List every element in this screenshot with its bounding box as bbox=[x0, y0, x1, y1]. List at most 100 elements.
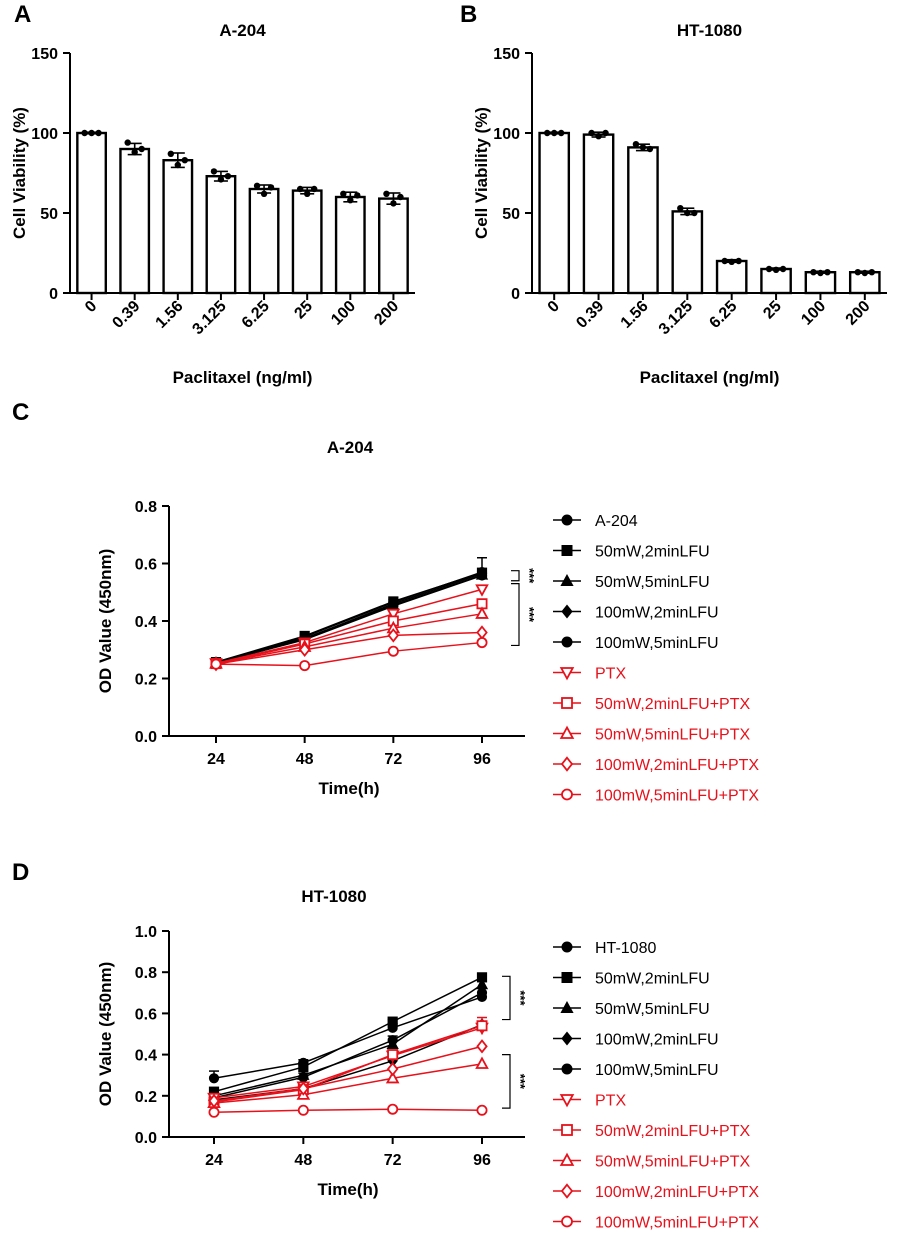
x-tick-label: 0 bbox=[82, 298, 100, 316]
y-axis-label: Cell Viability (%) bbox=[10, 107, 29, 239]
replicate-point bbox=[253, 182, 261, 189]
series bbox=[210, 637, 488, 672]
y-axis-label: Cell Viability (%) bbox=[472, 107, 491, 239]
legend-label: 50mW,5minLFU+PTX bbox=[595, 1154, 750, 1171]
series-line bbox=[213, 1027, 483, 1099]
bar bbox=[291, 189, 323, 295]
series-line bbox=[215, 641, 483, 667]
y-tick-label: 50 bbox=[40, 206, 58, 223]
bar-chart-a: A-204 0 50 100 150 Cell Viability (%) 0 0.39 1.5… bbox=[10, 21, 415, 387]
replicate-point bbox=[824, 269, 831, 276]
bar bbox=[119, 147, 151, 295]
y-tick-label: 0.8 bbox=[135, 499, 157, 516]
replicate-point bbox=[174, 161, 182, 169]
legend-marker bbox=[561, 545, 573, 556]
legend-marker bbox=[560, 1000, 574, 1013]
legend-label: 50mW,5minLFU+PTX bbox=[595, 727, 750, 744]
replicate-point bbox=[81, 129, 88, 137]
series-line bbox=[213, 1108, 483, 1114]
x-tick-label: 96 bbox=[473, 1152, 491, 1169]
data-point bbox=[298, 1072, 309, 1083]
legend-label: 100mW,5minLFU bbox=[595, 635, 719, 652]
data-point bbox=[476, 625, 488, 640]
replicate-point bbox=[588, 129, 595, 137]
data-point bbox=[476, 570, 488, 581]
legend-marker bbox=[559, 1094, 575, 1108]
data-point bbox=[476, 987, 488, 998]
y-tick-label: 1.0 bbox=[135, 924, 157, 941]
legend-label: PTX bbox=[595, 666, 626, 683]
replicate-point bbox=[602, 129, 609, 137]
legend-label: 100mW,2minLFU+PTX bbox=[595, 1184, 759, 1201]
data-point bbox=[298, 642, 311, 657]
legend-label: HT-1080 bbox=[595, 940, 656, 957]
bar bbox=[162, 158, 194, 295]
legend-marker bbox=[561, 1063, 573, 1075]
replicate-point bbox=[779, 265, 787, 273]
legend-marker bbox=[561, 604, 573, 619]
data-point bbox=[476, 1104, 488, 1116]
x-tick-label: 25 bbox=[291, 298, 316, 323]
replicate-point bbox=[224, 173, 232, 180]
legend-marker bbox=[560, 756, 574, 772]
panel-letter-a: A bbox=[14, 1, 31, 28]
bar bbox=[627, 146, 659, 295]
y-tick-label: 0.0 bbox=[135, 729, 157, 746]
legend-marker bbox=[559, 725, 575, 739]
chart-title: HT-1080 bbox=[301, 887, 366, 906]
replicate-point bbox=[646, 145, 654, 153]
replicate-point bbox=[817, 269, 824, 277]
data-point bbox=[387, 1035, 398, 1046]
data-point bbox=[208, 1106, 220, 1118]
data-point bbox=[387, 628, 400, 643]
series-line bbox=[213, 992, 483, 1099]
replicate-point bbox=[390, 200, 397, 207]
x-tick-label: 100 bbox=[328, 298, 359, 329]
bar bbox=[538, 131, 571, 295]
data-point bbox=[475, 584, 489, 597]
x-axis-label: Time(h) bbox=[318, 779, 379, 798]
replicate-point bbox=[354, 192, 361, 199]
replicate-point bbox=[735, 257, 742, 265]
legend-label: 100mW,5minLFU bbox=[595, 1062, 719, 1079]
bar bbox=[378, 197, 409, 295]
replicate-point bbox=[868, 269, 876, 276]
replicate-point bbox=[632, 141, 640, 148]
replicate-point bbox=[124, 139, 131, 146]
x-tick-label: 0 bbox=[545, 298, 563, 316]
legend-marker bbox=[561, 788, 573, 801]
x-tick-label: 3.125 bbox=[189, 298, 229, 338]
x-axis-label: Time(h) bbox=[317, 1180, 378, 1199]
x-tick-label: 24 bbox=[207, 751, 225, 768]
chart-title: A-204 bbox=[327, 438, 374, 457]
replicate-point bbox=[854, 269, 862, 276]
data-point bbox=[476, 1020, 488, 1032]
data-point bbox=[299, 660, 311, 672]
legend-marker bbox=[559, 1152, 575, 1166]
data-point bbox=[387, 1103, 399, 1115]
y-tick-label: 0.2 bbox=[135, 1089, 157, 1106]
x-tick-label: 48 bbox=[296, 751, 314, 768]
panel-letter-c: C bbox=[12, 399, 29, 426]
data-point bbox=[386, 1061, 399, 1077]
data-point bbox=[475, 1056, 489, 1069]
replicate-point bbox=[765, 265, 773, 273]
series-line bbox=[215, 588, 483, 664]
y-tick-label: 0 bbox=[511, 286, 520, 303]
y-tick-label: 0.2 bbox=[135, 672, 157, 689]
series bbox=[208, 1103, 488, 1118]
x-tick-label: 0.39 bbox=[573, 298, 607, 332]
bar bbox=[205, 174, 237, 295]
replicate-point bbox=[181, 157, 189, 164]
x-tick-label: 25 bbox=[760, 298, 785, 323]
legend-label: 100mW,2minLFU bbox=[595, 1032, 719, 1049]
legend-label: 100mW,5minLFU+PTX bbox=[595, 1215, 759, 1232]
data-point bbox=[387, 1049, 399, 1061]
replicate-point bbox=[639, 144, 647, 151]
replicate-point bbox=[557, 129, 565, 137]
replicate-point bbox=[861, 269, 869, 277]
x-tick-label: 6.25 bbox=[239, 298, 273, 332]
y-tick-label: 150 bbox=[493, 46, 520, 63]
replicate-point bbox=[728, 258, 735, 265]
series-line bbox=[213, 1045, 483, 1102]
